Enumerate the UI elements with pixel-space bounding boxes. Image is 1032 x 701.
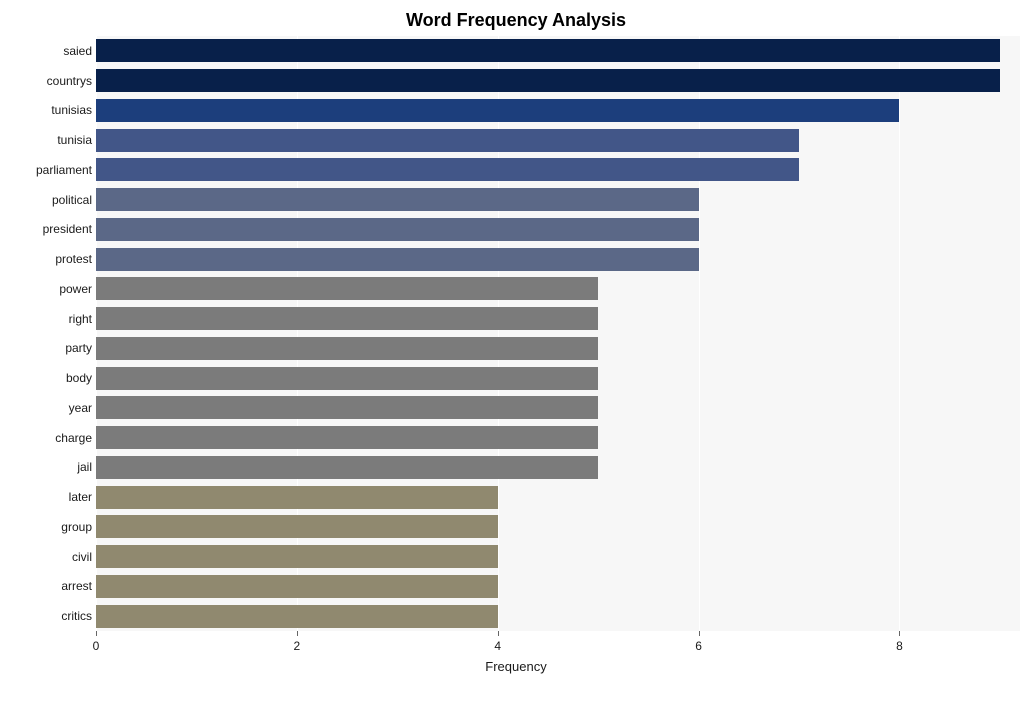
- bar: [96, 307, 598, 330]
- y-tick-label: saied: [2, 44, 92, 58]
- bar: [96, 545, 498, 568]
- x-tick-label: 8: [896, 639, 903, 653]
- x-tick-mark: [96, 631, 97, 636]
- y-tick-label: tunisia: [2, 133, 92, 147]
- bar: [96, 129, 799, 152]
- bar: [96, 396, 598, 419]
- x-tick-mark: [899, 631, 900, 636]
- x-axis-label: Frequency: [0, 659, 1032, 674]
- bar: [96, 337, 598, 360]
- bar: [96, 456, 598, 479]
- x-tick-mark: [297, 631, 298, 636]
- grid-line: [899, 36, 900, 631]
- y-tick-label: jail: [2, 460, 92, 474]
- y-tick-label: group: [2, 520, 92, 534]
- x-tick-mark: [498, 631, 499, 636]
- y-tick-label: parliament: [2, 163, 92, 177]
- y-tick-label: president: [2, 222, 92, 236]
- bar: [96, 188, 699, 211]
- bar: [96, 39, 1000, 62]
- y-tick-label: later: [2, 490, 92, 504]
- chart-title: Word Frequency Analysis: [0, 10, 1032, 31]
- grid-line: [699, 36, 700, 631]
- bar: [96, 605, 498, 628]
- bar: [96, 367, 598, 390]
- bar: [96, 515, 498, 538]
- y-tick-label: critics: [2, 609, 92, 623]
- y-tick-label: party: [2, 341, 92, 355]
- y-tick-label: civil: [2, 550, 92, 564]
- grid-line: [498, 36, 499, 631]
- grid-line: [96, 36, 97, 631]
- y-tick-label: right: [2, 312, 92, 326]
- bar: [96, 426, 598, 449]
- y-tick-label: countrys: [2, 74, 92, 88]
- grid-line: [297, 36, 298, 631]
- x-tick-label: 2: [294, 639, 301, 653]
- x-tick-label: 0: [93, 639, 100, 653]
- x-tick-label: 4: [494, 639, 501, 653]
- y-tick-label: body: [2, 371, 92, 385]
- y-tick-label: protest: [2, 252, 92, 266]
- y-tick-label: political: [2, 193, 92, 207]
- y-tick-label: arrest: [2, 579, 92, 593]
- y-tick-label: tunisias: [2, 103, 92, 117]
- y-tick-label: charge: [2, 431, 92, 445]
- bar: [96, 486, 498, 509]
- bar: [96, 277, 598, 300]
- bar: [96, 99, 899, 122]
- bar: [96, 575, 498, 598]
- bar: [96, 218, 699, 241]
- y-tick-label: year: [2, 401, 92, 415]
- x-tick-label: 6: [695, 639, 702, 653]
- bar: [96, 248, 699, 271]
- bar: [96, 69, 1000, 92]
- word-frequency-chart: Word Frequency Analysis Frequency 0 2 4 6 8 s…: [0, 0, 1032, 701]
- x-tick-mark: [699, 631, 700, 636]
- plot-area: [96, 36, 1020, 631]
- bar: [96, 158, 799, 181]
- y-tick-label: power: [2, 282, 92, 296]
